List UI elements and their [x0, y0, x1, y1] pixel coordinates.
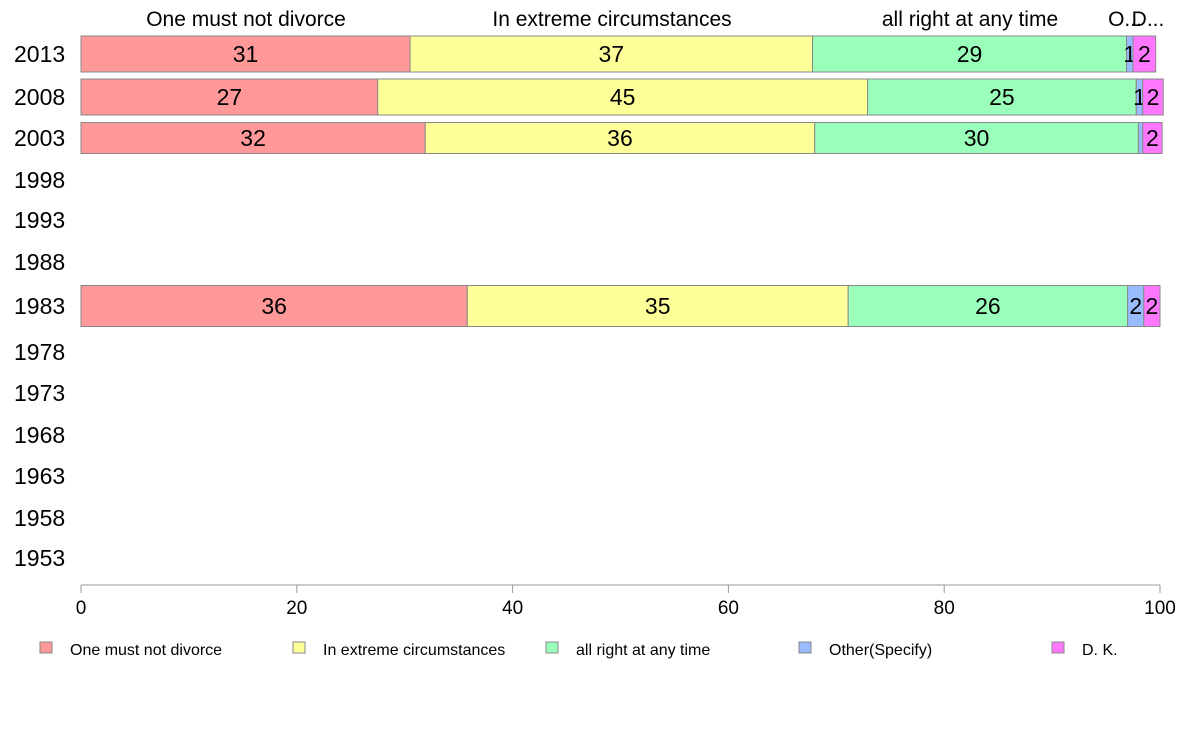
legend-swatch [39, 641, 53, 654]
x-tick-label: 20 [286, 598, 307, 619]
bar-segment [1142, 78, 1164, 116]
data-label: 36 [607, 125, 633, 151]
bar-segments: 31 37 29 1 227 45 25 1 232 36 30 236 35 26 2 2 [80, 35, 1164, 327]
column-header: In extreme circumstances [492, 8, 731, 31]
legend-swatch [1051, 641, 1065, 654]
legend-label: In extreme circumstances [323, 642, 505, 659]
year-label: 2008 [14, 84, 65, 110]
column-header: all right at any time [882, 8, 1058, 31]
x-tick-label: 100 [1144, 598, 1176, 619]
bar-segment [867, 78, 1137, 116]
legend-label: Other(Specify) [829, 642, 932, 659]
data-label: 2 [1129, 293, 1142, 319]
data-label: 2 [1147, 84, 1160, 110]
bar-segment [409, 35, 814, 73]
data-label: 45 [610, 84, 636, 110]
legend: One must not divorce In extreme circumsta… [39, 641, 1118, 659]
year-label: 1988 [14, 249, 65, 275]
column-header: O... [1108, 8, 1142, 31]
bar-segment [1137, 122, 1144, 154]
data-label: 29 [957, 41, 983, 67]
data-label: 27 [217, 84, 243, 110]
x-tick-label: 0 [76, 598, 87, 619]
legend-label: D. K. [1082, 642, 1118, 659]
data-label: 35 [645, 293, 671, 319]
legend-label: One must not divorce [70, 642, 222, 659]
column-header: D... [1132, 8, 1165, 31]
year-label: 1973 [14, 380, 65, 406]
year-label: 1963 [14, 463, 65, 489]
data-label: 26 [975, 293, 1001, 319]
column-header: One must not divorce [146, 8, 346, 31]
data-label: 36 [261, 293, 287, 319]
bar-segment [814, 122, 1139, 154]
data-label: 25 [989, 84, 1015, 110]
year-label: 1993 [14, 207, 65, 233]
bar-segment [1142, 122, 1163, 154]
year-label: 1958 [14, 505, 65, 531]
data-label: 2 [1146, 293, 1159, 319]
year-label: 1953 [14, 545, 65, 571]
year-label: 2013 [14, 41, 65, 67]
data-label: 2 [1138, 41, 1151, 67]
year-labels: 2013 2008 2003 1998 1993 1988 1983 1978 1973 1968… [14, 41, 65, 571]
column-headers: One must not divorce In extreme circumsta… [146, 8, 1164, 31]
year-label: 1998 [14, 167, 65, 193]
bar-segment [1143, 285, 1161, 327]
bar-segment [80, 122, 426, 154]
bar-segment [847, 285, 1129, 327]
year-label: 1968 [14, 422, 65, 448]
x-tick-label: 40 [502, 598, 523, 619]
data-label: 31 [233, 41, 259, 67]
bar-segment [424, 122, 816, 154]
legend-label: all right at any time [576, 642, 710, 659]
year-label: 1983 [14, 293, 65, 319]
x-axis: 0 20 40 60 80 100 [76, 584, 1176, 619]
legend-swatch [798, 641, 812, 654]
data-label: 32 [240, 125, 266, 151]
year-label: 2003 [14, 125, 65, 151]
data-label: 37 [599, 41, 625, 67]
x-tick-label: 80 [934, 598, 955, 619]
bar-segment [80, 285, 468, 327]
legend-swatch [545, 641, 559, 654]
data-label: 2 [1146, 125, 1159, 151]
year-label: 1978 [14, 339, 65, 365]
bar-segment [1132, 35, 1157, 73]
data-label: 30 [964, 125, 990, 151]
x-tick-label: 60 [718, 598, 739, 619]
legend-swatch [292, 641, 306, 654]
